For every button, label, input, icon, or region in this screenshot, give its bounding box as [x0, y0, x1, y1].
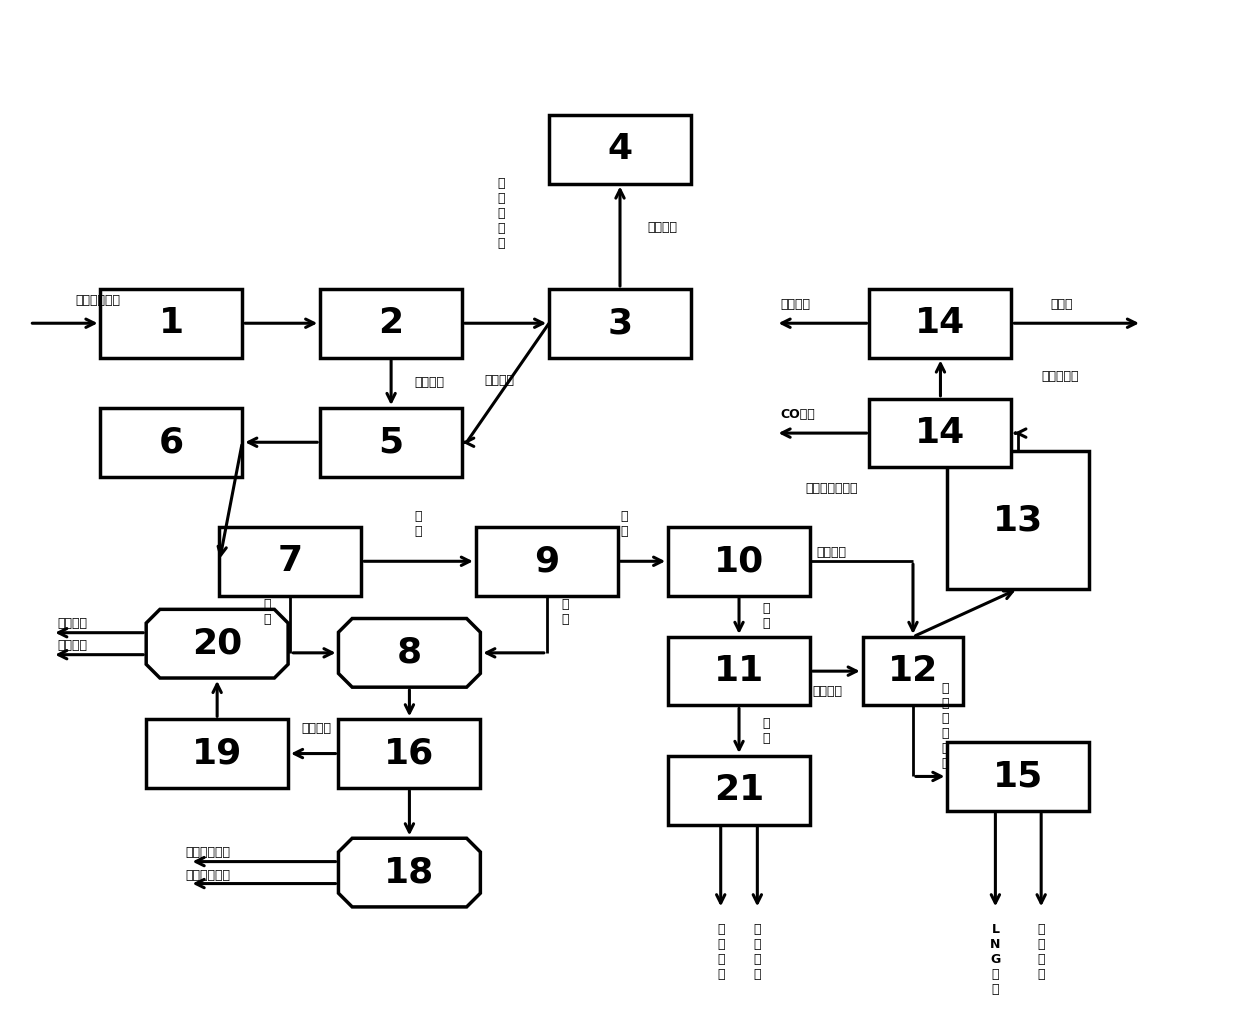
Text: 塔
顶
尾
气: 塔 顶 尾 气: [1038, 923, 1045, 981]
Text: 18: 18: [384, 855, 434, 890]
Text: 13: 13: [993, 503, 1043, 538]
Text: 混合碳四产品: 混合碳四产品: [185, 846, 231, 859]
Text: 15: 15: [993, 759, 1043, 793]
Bar: [947, 742, 1089, 810]
Text: 3: 3: [608, 306, 632, 340]
Bar: [549, 115, 691, 183]
Text: 冻冷尾气不凝气: 冻冷尾气不凝气: [806, 482, 858, 495]
Bar: [869, 399, 1012, 467]
Text: 丙烯产品: 丙烯产品: [57, 617, 87, 630]
Text: 乙
烷
产
品: 乙 烷 产 品: [754, 923, 761, 981]
Text: 10: 10: [714, 545, 764, 578]
Text: L
N
G
产
品: L N G 产 品: [991, 923, 1001, 996]
Bar: [219, 527, 361, 596]
Text: 11: 11: [714, 655, 764, 688]
Text: 2: 2: [378, 306, 404, 340]
Bar: [100, 289, 242, 357]
Text: 12: 12: [888, 655, 939, 688]
Bar: [100, 408, 242, 476]
Text: 1: 1: [159, 306, 184, 340]
Text: 塔顶气相: 塔顶气相: [485, 374, 515, 387]
Text: 21: 21: [714, 774, 764, 807]
Text: 塔顶气相: 塔顶气相: [812, 685, 842, 698]
Text: 液
相
重
组
分: 液 相 重 组 分: [497, 177, 505, 249]
Text: 气
相: 气 相: [415, 510, 423, 539]
Bar: [668, 527, 810, 596]
Text: 8: 8: [397, 636, 422, 670]
Text: 费托合成尾气: 费托合成尾气: [76, 294, 120, 306]
Bar: [947, 451, 1089, 588]
Text: 氢气产品: 氢气产品: [780, 298, 810, 312]
Text: 14: 14: [915, 306, 966, 340]
Bar: [549, 289, 691, 357]
Text: 9: 9: [534, 545, 559, 578]
Text: 19: 19: [192, 737, 242, 771]
Text: CO产品: CO产品: [780, 408, 815, 421]
Text: 16: 16: [384, 737, 434, 771]
Text: 深冷尾气: 深冷尾气: [817, 546, 847, 559]
Bar: [869, 289, 1012, 357]
Text: 乙
烯
产
品: 乙 烯 产 品: [717, 923, 724, 981]
Text: 混合碳三: 混合碳三: [301, 722, 331, 735]
Text: 碳五及重组分: 碳五及重组分: [185, 868, 231, 882]
Polygon shape: [339, 838, 480, 907]
Text: 20: 20: [192, 627, 242, 661]
Polygon shape: [339, 619, 480, 687]
Text: 塔釜液相: 塔釜液相: [647, 221, 677, 233]
Bar: [668, 755, 810, 825]
Text: 高
压
甲
烷
液
相: 高 压 甲 烷 液 相: [941, 682, 949, 770]
Polygon shape: [146, 610, 288, 678]
Text: 6: 6: [159, 426, 184, 459]
Bar: [320, 289, 463, 357]
Text: 塔顶气相: 塔顶气相: [414, 377, 444, 389]
Bar: [476, 527, 618, 596]
Text: 解析气: 解析气: [1050, 298, 1073, 312]
Text: 14: 14: [915, 416, 966, 450]
Text: 气
相: 气 相: [621, 510, 629, 539]
Bar: [668, 637, 810, 705]
Bar: [339, 720, 480, 788]
Text: 液
相: 液 相: [264, 598, 272, 626]
Text: 4: 4: [608, 132, 632, 166]
Bar: [320, 408, 463, 476]
Text: 丙烷产品: 丙烷产品: [57, 639, 87, 652]
Text: 7: 7: [278, 545, 303, 578]
Text: 高压富氢气: 高压富氢气: [1042, 370, 1079, 383]
Text: 液
相: 液 相: [761, 717, 769, 744]
Text: 5: 5: [378, 426, 404, 459]
Bar: [863, 637, 963, 705]
Bar: [146, 720, 288, 788]
Text: 液
相: 液 相: [761, 603, 769, 630]
Text: 液
相: 液 相: [562, 598, 569, 626]
